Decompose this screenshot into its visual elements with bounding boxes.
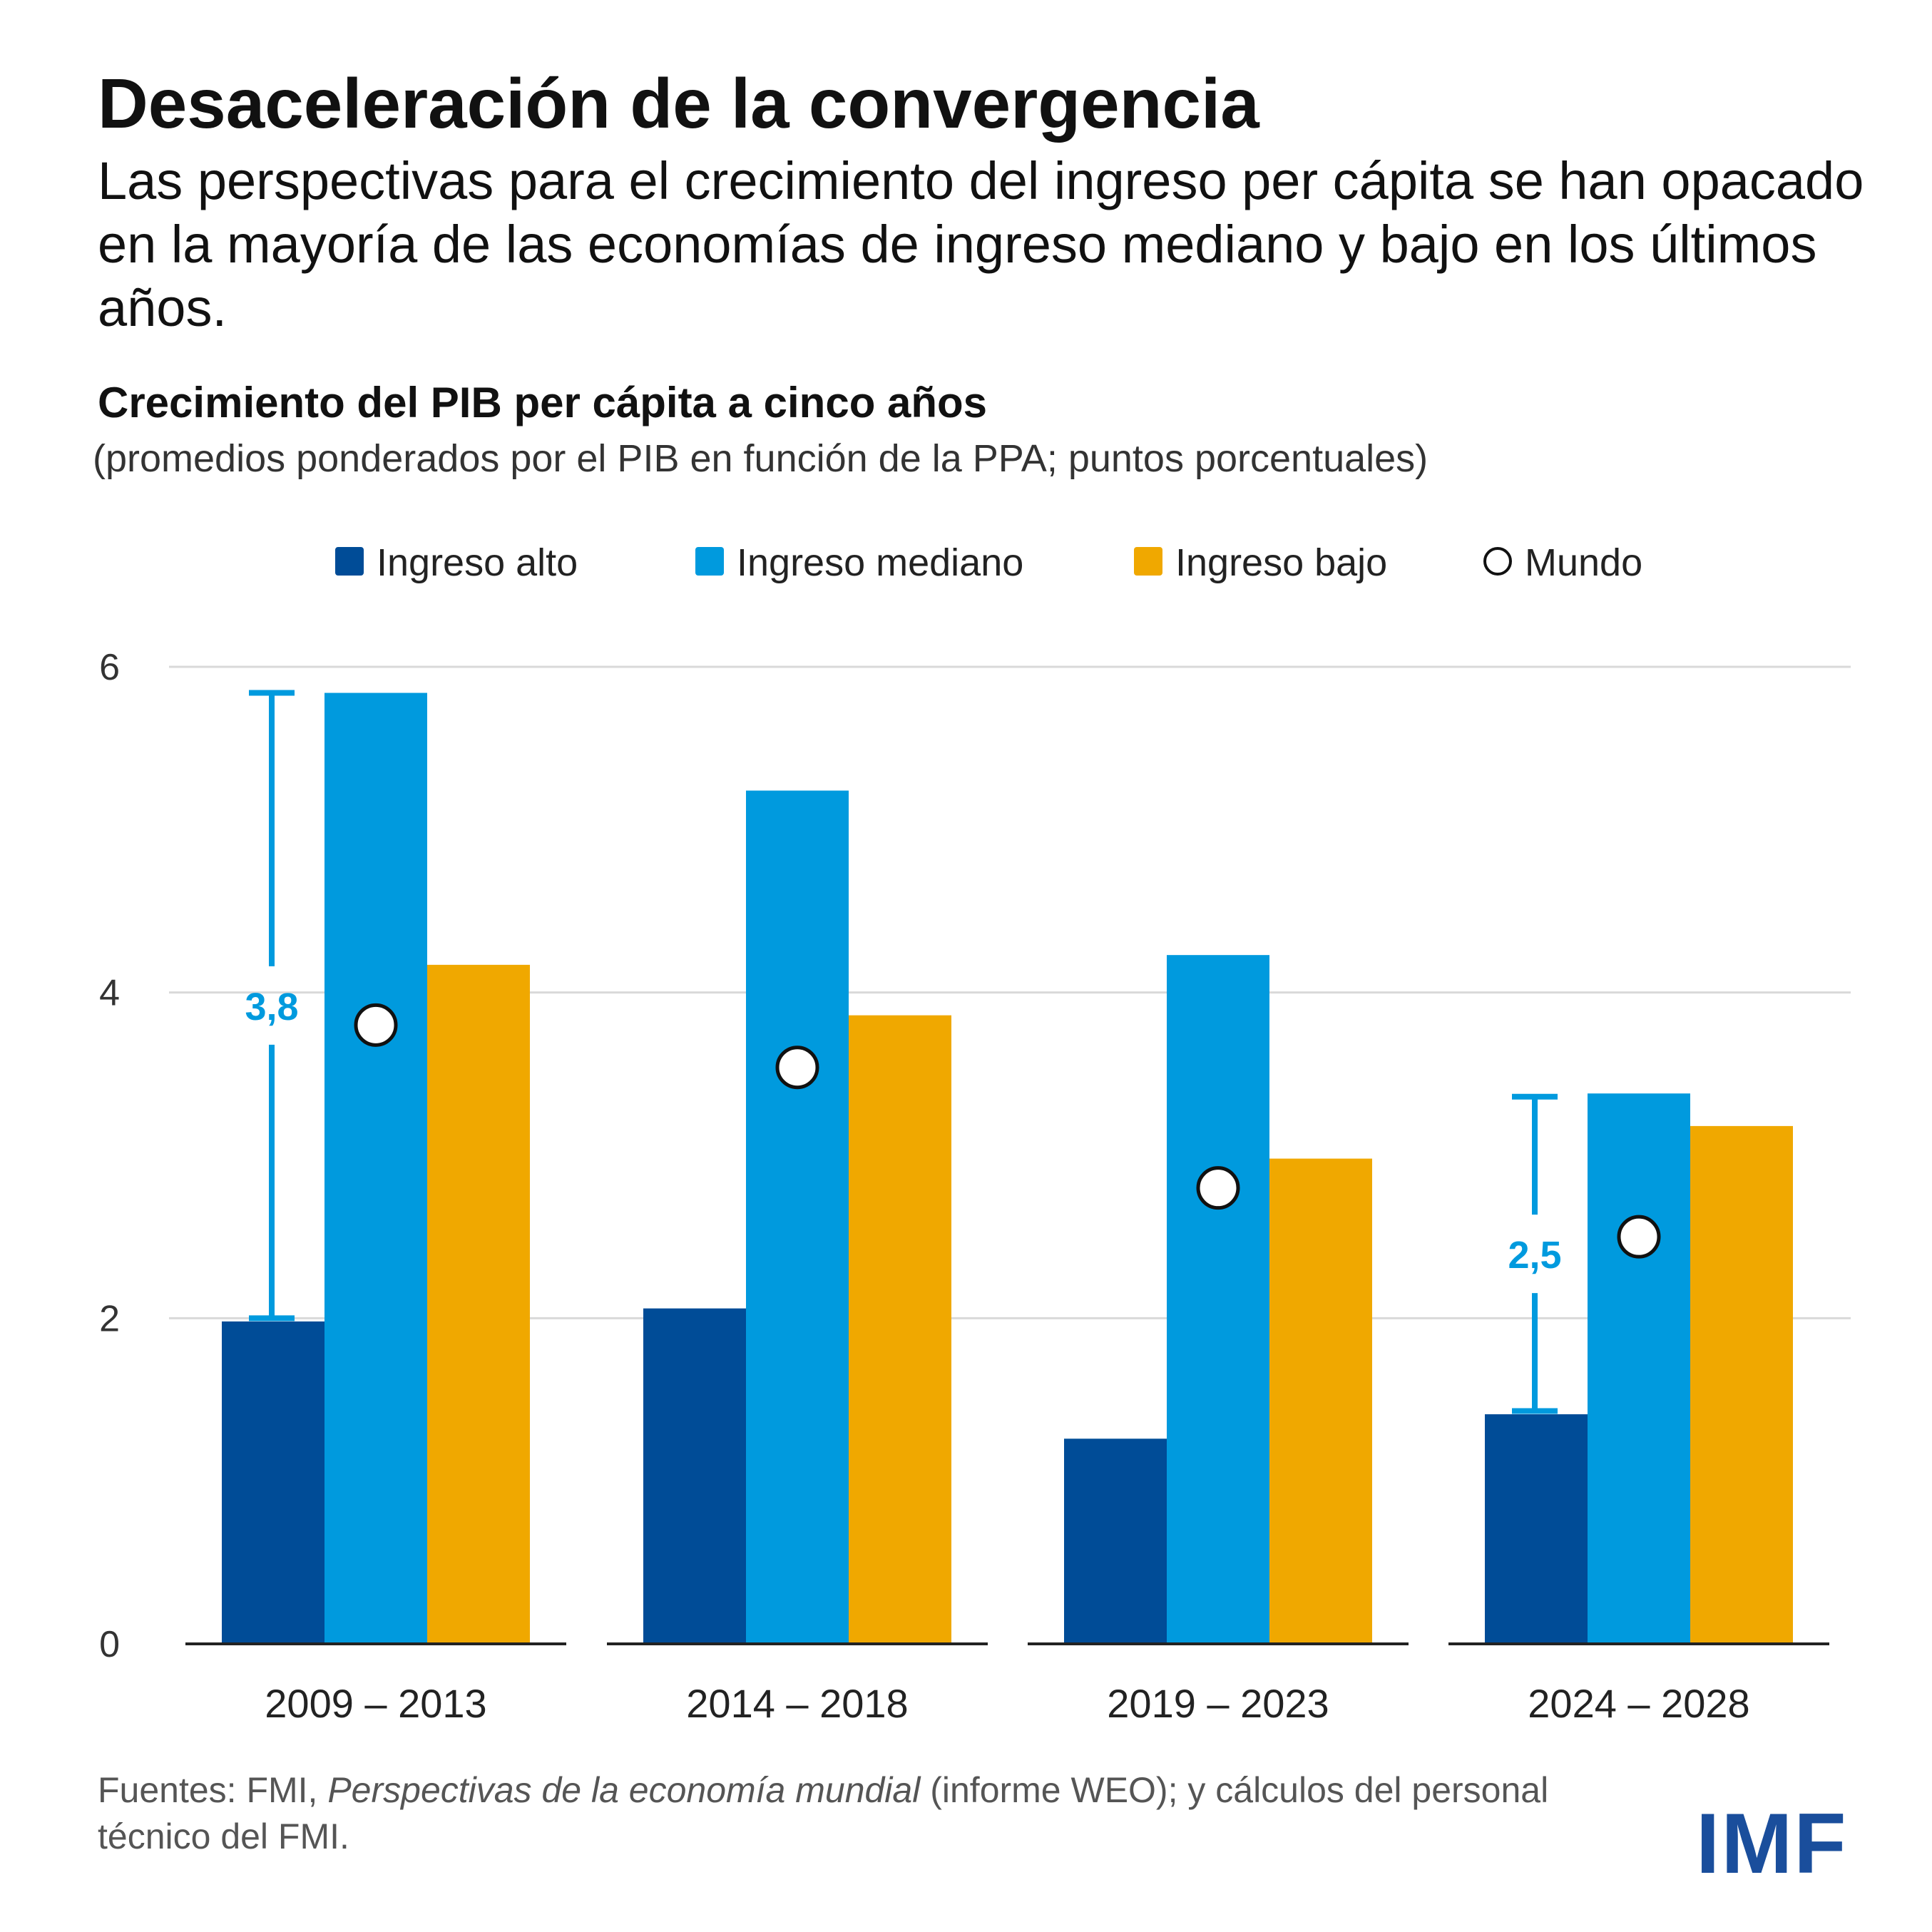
source-publication: Perspectivas de la economía mundial [327, 1770, 921, 1810]
legend-label-world: Mundo [1525, 541, 1642, 584]
source-prefix: Fuentes: FMI, [98, 1770, 328, 1810]
world-marker-2 [775, 1046, 819, 1090]
chart-subtitle: (promedios ponderados por el PIB en func… [93, 437, 1428, 480]
bar-3-1 [427, 964, 530, 1644]
legend-swatch-3 [1134, 547, 1162, 576]
x-tick-label-4: 2024 – 2028 [1528, 1681, 1749, 1726]
legend-label-1: Ingreso alto [377, 541, 578, 584]
x-tick-label-3: 2019 – 2023 [1107, 1681, 1329, 1726]
bar-2-1 [324, 692, 427, 1644]
bar-3-2 [849, 1015, 951, 1644]
legend-label-2: Ingreso mediano [737, 541, 1023, 584]
world-marker-4 [1617, 1215, 1661, 1259]
x-tick-label-1: 2009 – 2013 [265, 1681, 486, 1726]
chart-title: Crecimiento del PIB per cápita a cinco a… [98, 379, 988, 426]
imf-logo: IMF [1696, 1796, 1848, 1891]
bar-2-3 [1167, 955, 1269, 1644]
legend-swatch-2 [695, 547, 724, 576]
legend-swatch-1 [335, 547, 364, 576]
bar-1-3 [1064, 1438, 1167, 1644]
page-subtitle: Las perspectivas para el crecimiento del… [98, 151, 1864, 337]
bar-2-4 [1588, 1093, 1690, 1644]
legend-marker-world [1483, 547, 1512, 576]
legend-label-3: Ingreso bajo [1175, 541, 1387, 584]
world-marker-3 [1196, 1166, 1240, 1210]
source-suffix: (informe WEO); y cálculos del personal t… [98, 1770, 1549, 1856]
gap-label-2: 2,5 [1508, 1234, 1561, 1277]
bar-3-4 [1690, 1125, 1793, 1644]
bar-2-2 [746, 790, 849, 1644]
y-tick-label-6: 6 [99, 647, 120, 688]
bar-1-2 [643, 1308, 746, 1644]
y-tick-label-0: 0 [99, 1624, 120, 1665]
x-tick-label-2: 2014 – 2018 [686, 1681, 908, 1726]
source-note: Fuentes: FMI, Perspectivas de la economí… [98, 1767, 1595, 1860]
world-marker-1 [354, 1003, 398, 1047]
bar-1-4 [1485, 1414, 1588, 1644]
bar-1-1 [222, 1321, 324, 1644]
y-tick-label-2: 2 [99, 1298, 120, 1339]
page-title: Desaceleración de la convergencia [98, 64, 1259, 143]
gap-label-1: 3,8 [245, 986, 298, 1028]
y-tick-label-4: 4 [99, 973, 120, 1014]
bar-3-3 [1269, 1158, 1372, 1644]
bar-chart: Ingreso alto Ingreso mediano Ingreso bajo M… [99, 541, 1851, 1726]
